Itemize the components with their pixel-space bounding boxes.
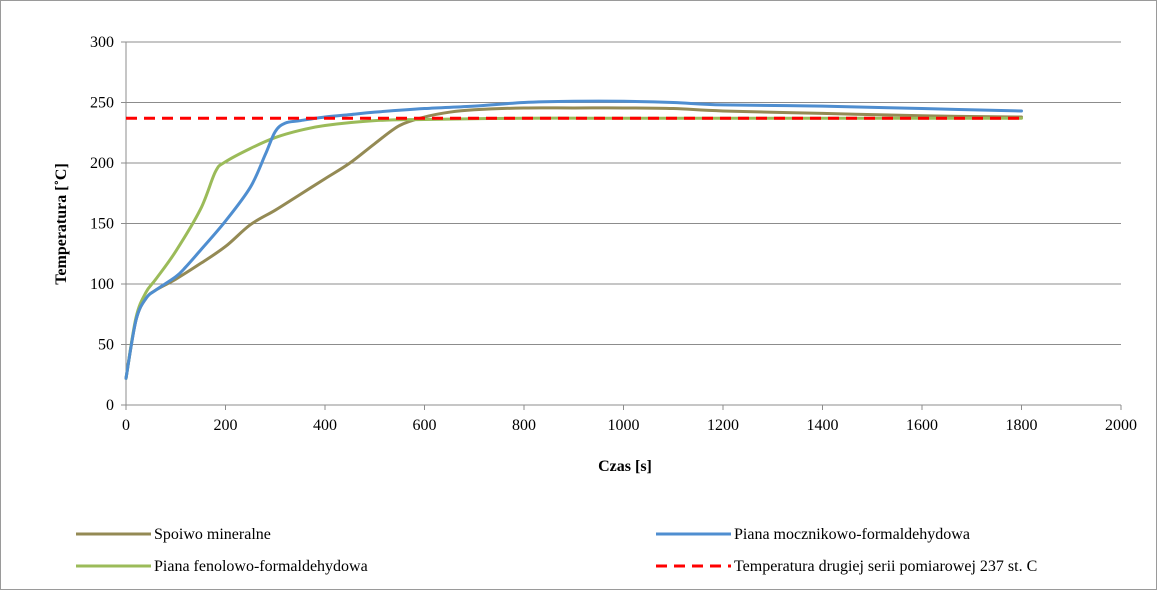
y-tick-label-100: 100 (90, 276, 114, 293)
gridlines (126, 41, 1121, 345)
series-layer (124, 99, 1023, 380)
x-tick-label-0: 0 (122, 417, 130, 434)
y-tick-label-250: 250 (90, 95, 114, 112)
x-tick-label-200: 200 (214, 417, 238, 434)
y-tick-label-0: 0 (106, 397, 114, 414)
x-tick-label-1200: 1200 (707, 417, 739, 434)
x-tick-label-1400: 1400 (807, 417, 839, 434)
axes (121, 41, 1122, 410)
y-tick-label-150: 150 (90, 216, 114, 233)
x-axis-title: Czas [s] (598, 458, 652, 475)
tick-labels: 0 50 100 150 200 250 300 0 200 400 600 800 1000 1200 1… (90, 34, 1137, 434)
y-tick-label-200: 200 (90, 155, 114, 172)
x-tick-label-1600: 1600 (906, 417, 938, 434)
x-tick-label-2000: 2000 (1105, 417, 1137, 434)
legend: Spoiwo mineralne Piana mocznikowo-formald… (76, 526, 1037, 575)
y-tick-label-50: 50 (98, 337, 114, 354)
y-tick-label-300: 300 (90, 34, 114, 51)
series-line-2 (124, 99, 1023, 380)
x-tick-label-1000: 1000 (608, 417, 640, 434)
series-line-3 (124, 116, 1023, 380)
x-tick-label-800: 800 (512, 417, 536, 434)
x-tick-label-400: 400 (313, 417, 337, 434)
x-tick-label-1800: 1800 (1006, 417, 1038, 434)
legend-label-2: Piana mocznikowo-formaldehydowa (734, 526, 970, 543)
legend-label-1: Spoiwo mineralne (154, 526, 271, 543)
series-line-1 (124, 106, 1023, 380)
x-tick-label-600: 600 (413, 417, 437, 434)
legend-label-4: Temperatura drugiej serii pomiarowej 237… (734, 558, 1037, 575)
legend-label-3: Piana fenolowo-formaldehydowa (154, 558, 368, 575)
y-axis-title: Temperatura [˚C] (53, 163, 70, 285)
